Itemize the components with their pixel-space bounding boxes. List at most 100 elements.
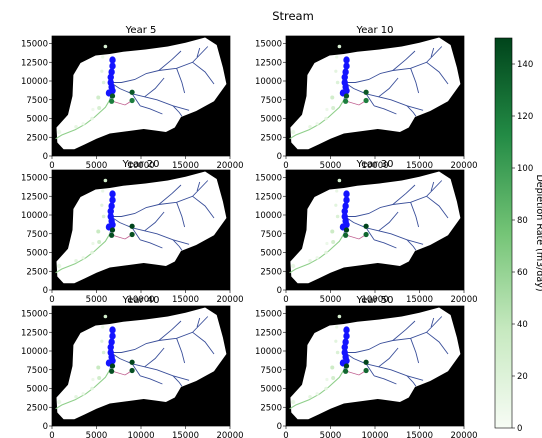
stream-line [144, 211, 165, 232]
stream-line [378, 211, 399, 232]
stream-line [139, 375, 163, 385]
stream-line [176, 202, 186, 228]
colorbar: 0 20 40 60 80 100 120 140 Depletion Rate (m3/da… [494, 37, 542, 434]
stream-line [365, 93, 375, 107]
depletion-marker [363, 97, 369, 104]
y-tick-label: 0 [277, 152, 282, 162]
depletion-marker [325, 107, 329, 112]
colorbar-ticks: 0 20 40 60 80 100 120 140 [512, 60, 533, 434]
y-tick-label: 0 [43, 152, 48, 162]
depletion-marker [100, 203, 104, 207]
y-tick-label: 0 [277, 422, 282, 432]
stream-line [365, 227, 375, 241]
depletion-marker [74, 258, 78, 263]
pink-segment [346, 234, 367, 240]
stream-line [392, 184, 416, 205]
depletion-marker [56, 399, 62, 405]
x-tick-label: 20000 [216, 161, 243, 171]
stream-line [110, 46, 209, 83]
stream-line [158, 184, 182, 205]
colorbar-tick-label: 60 [517, 268, 528, 278]
stream-line [410, 68, 420, 94]
stream-line [144, 347, 165, 368]
x-tick-label: 0 [283, 431, 288, 438]
tributary-line [289, 99, 345, 140]
well-marker [343, 190, 350, 198]
panel-title: Year 50 [355, 295, 393, 306]
depletion-marker [335, 325, 339, 329]
depletion-marker [324, 386, 328, 391]
depletion-marker [129, 231, 135, 238]
stream-line [110, 180, 209, 217]
y-tick-label: 12500 [255, 192, 282, 202]
well-marker [341, 343, 348, 351]
depletion-marker [343, 98, 349, 104]
stream-line [373, 239, 397, 249]
y-tick-label: 15000 [255, 40, 282, 50]
x-tick-label: 10000 [361, 295, 388, 305]
depletion-marker [330, 95, 335, 100]
x-tick-label: 0 [283, 161, 288, 171]
depletion-marker [335, 80, 340, 85]
stream-line [196, 47, 201, 58]
stream-line [430, 47, 435, 58]
x-tick-label: 15000 [406, 431, 433, 438]
x-tick-label: 0 [49, 431, 54, 438]
y-tick-label: 5000 [260, 115, 282, 125]
y-tick-label: 7500 [260, 230, 282, 240]
stream-line [172, 105, 183, 117]
depletion-marker [109, 98, 115, 104]
depletion-marker [290, 263, 296, 269]
depletion-marker [330, 365, 335, 370]
tributary-line [289, 233, 345, 274]
y-tick-label: 2500 [26, 267, 48, 277]
pink-segment [112, 370, 133, 376]
depletion-marker [363, 367, 369, 374]
stream-line [410, 202, 420, 228]
depletion-marker [343, 232, 349, 238]
x-tick-label: 15000 [406, 295, 433, 305]
depletion-marker [324, 116, 328, 121]
y-tick-label: 15000 [21, 174, 48, 184]
depletion-marker [81, 122, 85, 126]
stream-line [139, 239, 163, 249]
depletion-marker [91, 377, 95, 382]
depletion-marker [363, 89, 369, 95]
x-tick-label: 10000 [127, 295, 154, 305]
y-tick-label: 5000 [26, 249, 48, 259]
pink-segment [112, 234, 133, 240]
depletion-marker [74, 394, 78, 399]
stream-line [344, 180, 443, 217]
depletion-marker [97, 240, 102, 244]
y-tick-label: 15000 [21, 310, 48, 320]
y-tick-label: 7500 [26, 96, 48, 106]
panel-title: Year 40 [121, 295, 159, 306]
stream-line [131, 93, 141, 107]
well-marker [109, 196, 116, 204]
depletion-marker [96, 365, 101, 370]
panel-title: Year 10 [355, 25, 393, 36]
x-tick-label: 5000 [320, 295, 342, 305]
y-tick-label: 10000 [255, 347, 282, 357]
depletion-marker [308, 124, 312, 129]
depletion-marker [91, 241, 95, 246]
well-marker [343, 196, 350, 204]
colorbar-tick-label: 140 [517, 60, 533, 70]
stream-line [373, 375, 397, 385]
y-tick-label: 15000 [21, 40, 48, 50]
stream-line [158, 320, 182, 341]
depletion-marker [335, 350, 340, 355]
x-tick-label: 15000 [172, 161, 199, 171]
x-tick-label: 10000 [361, 431, 388, 438]
stream-line [176, 338, 186, 364]
map-panel: Year 5 0 2500 5000 7500 10000 12500 15000 0 5000 1… [21, 25, 244, 171]
colorbar-gradient [494, 37, 513, 429]
depletion-marker [343, 227, 350, 233]
depletion-marker [343, 363, 350, 369]
depletion-marker [308, 394, 312, 399]
x-tick-label: 15000 [172, 431, 199, 438]
depletion-marker [308, 258, 312, 263]
